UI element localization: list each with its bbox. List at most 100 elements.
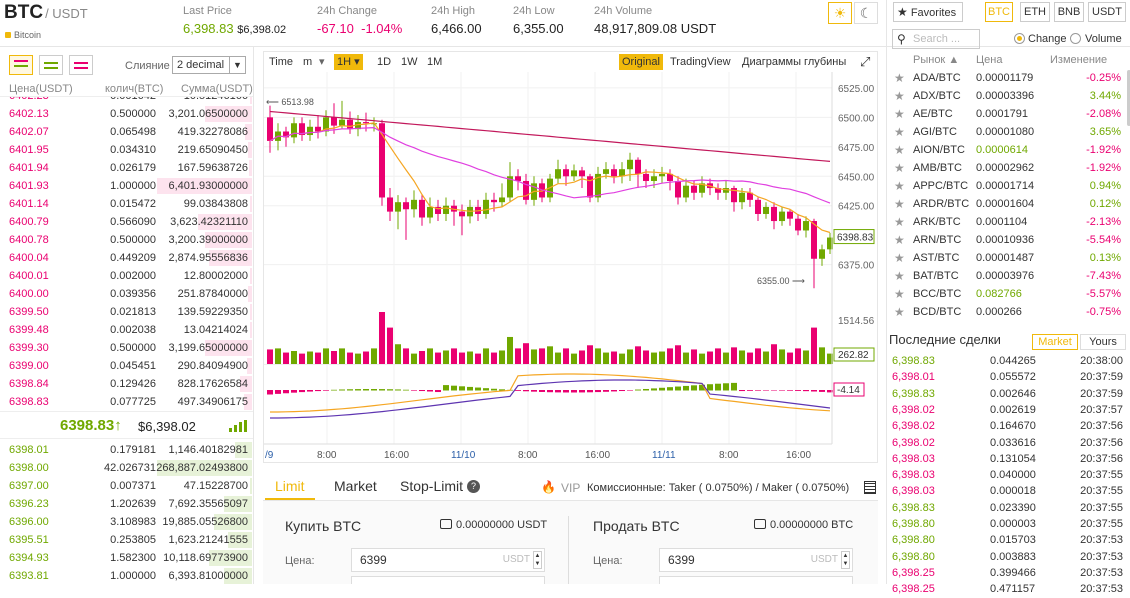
- bid-row[interactable]: 6395.51 0.253805 1,623.21241555: [0, 531, 252, 549]
- col-market[interactable]: Рынок ▲: [913, 54, 960, 66]
- tab-1m[interactable]: 1M: [427, 56, 443, 68]
- book-both-icon[interactable]: [9, 55, 33, 75]
- search-input[interactable]: ⚲ Search ...: [892, 29, 980, 49]
- bid-row[interactable]: 6396.23 1.202639 7,692.35565097: [0, 495, 252, 513]
- ask-row[interactable]: 6402.07 0.065498 419.32278086: [0, 123, 252, 141]
- ask-row[interactable]: 6399.00 0.045451 290.84094900: [0, 357, 252, 375]
- market-row[interactable]: ★ ARK/BTC 0.0001104 -2.13%: [887, 213, 1125, 231]
- ask-row[interactable]: 6400.01 0.002000 12.80002000: [0, 267, 252, 285]
- col-market-price[interactable]: Цена: [976, 54, 1003, 66]
- tab-stop-limit[interactable]: Stop-Limit: [400, 478, 464, 494]
- tab-1w[interactable]: 1W: [401, 56, 418, 68]
- market-row[interactable]: ★ BAT/BTC 0.00003976 -7.43%: [887, 267, 1125, 285]
- favorites-tab[interactable]: ★ Favorites: [893, 2, 963, 22]
- star-icon[interactable]: ★: [894, 269, 905, 283]
- ask-row[interactable]: 6401.93 1.000000 6,401.93000000: [0, 177, 252, 195]
- bid-row[interactable]: 6394.93 1.582300 10,118.69773900: [0, 549, 252, 567]
- market-row[interactable]: ★ BCC/BTC 0.082766 -5.57%: [887, 285, 1125, 303]
- moon-icon[interactable]: ☾: [854, 2, 878, 24]
- market-row[interactable]: ★ ADX/BTC 0.00003396 3.44%: [887, 87, 1125, 105]
- help-icon[interactable]: ?: [467, 480, 480, 493]
- tab-minutes[interactable]: m: [303, 56, 313, 68]
- candlestick-chart[interactable]: 6525.00 6500.00 6475.00 6450.00 6425.00 6398.…: [264, 72, 877, 462]
- star-icon[interactable]: ★: [894, 89, 905, 103]
- ask-row[interactable]: 6399.48 0.002038 13.04214024: [0, 321, 252, 339]
- market-row[interactable]: ★ AGI/BTC 0.00001080 3.65%: [887, 123, 1125, 141]
- market-row[interactable]: ★ AST/BTC 0.00001487 0.13%: [887, 249, 1125, 267]
- sell-amount-input[interactable]: [659, 576, 853, 584]
- ask-row[interactable]: 6402.13 0.500000 3,201.06500000: [0, 105, 252, 123]
- market-row[interactable]: ★ ARDR/BTC 0.00001604 0.12%: [887, 195, 1125, 213]
- radio-volume[interactable]: [1070, 33, 1081, 44]
- star-icon[interactable]: ★: [894, 143, 905, 157]
- market-tab-bnb[interactable]: BNB: [1054, 2, 1084, 22]
- ask-row[interactable]: 6401.94 0.026179 167.59638726: [0, 159, 252, 177]
- tab-depth-chart[interactable]: Диаграммы глубины: [742, 56, 847, 68]
- tab-limit[interactable]: Limit: [265, 472, 315, 500]
- toggle-yours[interactable]: Yours: [1080, 334, 1126, 350]
- decimal-select[interactable]: 2 decimal ▼: [172, 56, 246, 74]
- calculator-icon[interactable]: [864, 481, 876, 494]
- bid-row[interactable]: 6397.00 0.007371 47.15228700: [0, 477, 252, 495]
- star-icon[interactable]: ★: [894, 197, 905, 211]
- book-bids-icon[interactable]: [39, 55, 63, 75]
- volume-bar: [547, 346, 553, 364]
- ask-row[interactable]: 6398.83 0.077725 497.34906175: [0, 393, 252, 411]
- ask-row[interactable]: 6401.95 0.034310 219.65090450: [0, 141, 252, 159]
- ask-row[interactable]: 6399.50 0.021813 139.59229350: [0, 303, 252, 321]
- market-tab-usdt[interactable]: USDT: [1088, 2, 1126, 22]
- market-row[interactable]: ★ AION/BTC 0.0000614 -1.92%: [887, 141, 1125, 159]
- tab-time[interactable]: Time: [269, 56, 294, 68]
- stepper-icon[interactable]: ▲ ▼: [533, 551, 542, 569]
- ask-row[interactable]: 6400.79 0.566090 3,623.42321110: [0, 213, 252, 231]
- sun-icon[interactable]: ☀: [828, 2, 852, 24]
- tab-1h[interactable]: 1H ▾: [334, 54, 363, 70]
- chevron-down-icon[interactable]: ▾: [319, 56, 325, 68]
- sell-price-input[interactable]: 6399 USDT ▲ ▼: [659, 548, 853, 572]
- bid-row[interactable]: 6398.01 0.179181 1,146.40182981: [0, 441, 252, 459]
- ask-row[interactable]: 6400.00 0.039356 251.87840000: [0, 285, 252, 303]
- tab-1d[interactable]: 1D: [377, 56, 392, 68]
- star-icon[interactable]: ★: [894, 125, 905, 139]
- star-icon[interactable]: ★: [894, 233, 905, 247]
- radio-change[interactable]: [1014, 33, 1025, 44]
- ask-row[interactable]: 6398.84 0.129426 828.17626584: [0, 375, 252, 393]
- star-icon[interactable]: ★: [894, 107, 905, 121]
- book-asks-icon[interactable]: [69, 55, 93, 75]
- market-tab-btc[interactable]: BTC: [985, 2, 1013, 22]
- col-market-change[interactable]: Изменение: [1050, 54, 1108, 66]
- ask-row[interactable]: 6400.78 0.500000 3,200.39000000: [0, 231, 252, 249]
- bid-row[interactable]: 6393.81 1.000000 6,393.81000000: [0, 567, 252, 585]
- tab-market[interactable]: Market: [334, 478, 377, 494]
- star-icon[interactable]: ★: [894, 179, 905, 193]
- stepper-icon[interactable]: ▲ ▼: [841, 551, 850, 569]
- market-tab-eth[interactable]: ETH: [1020, 2, 1050, 22]
- buy-price-input[interactable]: 6399 USDT ▲ ▼: [351, 548, 545, 572]
- toggle-market[interactable]: Market: [1032, 334, 1078, 350]
- bid-row[interactable]: 6396.00 3.108983 19,885.05526800: [0, 513, 252, 531]
- market-row[interactable]: ★ ARN/BTC 0.00010936 -5.54%: [887, 231, 1125, 249]
- bid-row[interactable]: 6398.00 42.026731 268,887.02493800: [0, 459, 252, 477]
- star-icon[interactable]: ★: [894, 161, 905, 175]
- coin-name[interactable]: Bitcoin: [5, 30, 41, 40]
- ask-row[interactable]: 6401.14 0.015472 99.03843808: [0, 195, 252, 213]
- star-icon[interactable]: ★: [894, 215, 905, 229]
- market-row[interactable]: ★ APPC/BTC 0.00001714 0.94%: [887, 177, 1125, 195]
- star-icon[interactable]: ★: [894, 287, 905, 301]
- ask-row[interactable]: 6402.23 0.001642 10.51246166: [0, 97, 252, 105]
- scrollbar[interactable]: [1127, 70, 1130, 126]
- market-row[interactable]: ★ BCD/BTC 0.000266 -0.75%: [887, 303, 1125, 321]
- market-row[interactable]: ★ AMB/BTC 0.00002962 -1.92%: [887, 159, 1125, 177]
- ask-row[interactable]: 6400.04 0.449209 2,874.95556836: [0, 249, 252, 267]
- star-icon[interactable]: ★: [894, 71, 905, 85]
- ask-row[interactable]: 6399.30 0.500000 3,199.65000000: [0, 339, 252, 357]
- star-icon[interactable]: ★: [894, 251, 905, 265]
- tab-tradingview[interactable]: TradingView: [670, 56, 731, 68]
- market-row[interactable]: ★ AE/BTC 0.0001791 -2.08%: [887, 105, 1125, 123]
- tab-original[interactable]: Original: [619, 54, 663, 70]
- fullscreen-icon[interactable]: ⤢: [860, 54, 871, 69]
- star-icon[interactable]: ★: [894, 305, 905, 319]
- vip-badge[interactable]: VIP: [561, 481, 581, 495]
- market-row[interactable]: ★ ADA/BTC 0.00001179 -0.25%: [887, 69, 1125, 87]
- buy-amount-input[interactable]: [351, 576, 545, 584]
